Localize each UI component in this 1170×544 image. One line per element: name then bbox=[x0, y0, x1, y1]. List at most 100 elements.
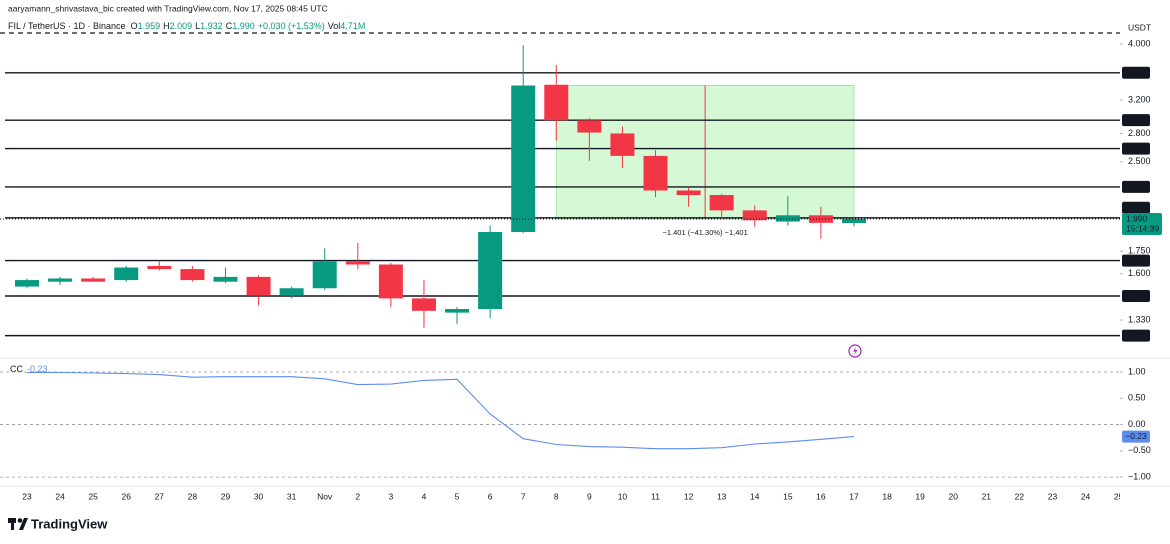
candle-body bbox=[114, 267, 139, 281]
level-label-bg bbox=[1122, 329, 1150, 342]
indicator-y-tick-label: 0.00 bbox=[1128, 419, 1146, 429]
indicator-line bbox=[27, 371, 855, 450]
x-tick-label: 9 bbox=[587, 491, 592, 501]
x-tick-label: 16 bbox=[816, 491, 826, 501]
level-label: 2.262 bbox=[1125, 181, 1147, 191]
x-tick-label: 25 bbox=[1114, 491, 1124, 501]
candle-body bbox=[345, 261, 370, 265]
candle-body bbox=[577, 120, 602, 133]
x-tick-label: 8 bbox=[554, 491, 559, 501]
candle-body bbox=[312, 261, 337, 289]
level-label-bg bbox=[1122, 289, 1150, 302]
x-tick-label: 29 bbox=[221, 491, 231, 501]
x-tick-label: 26 bbox=[122, 491, 132, 501]
indicator-y-tick-label: −1.00 bbox=[1128, 471, 1151, 481]
x-tick-label: 28 bbox=[188, 491, 198, 501]
ohlc-value: 1.959 bbox=[138, 21, 161, 31]
x-tick-label: 12 bbox=[684, 491, 694, 501]
candle-body bbox=[808, 215, 833, 223]
ohlc-key: O bbox=[131, 21, 138, 31]
date-axis: 23 24 25 26 27 28 29 30 31 Nov 2 3 4 5 6 7 8 9 10 11 12 13 14 1… bbox=[22, 491, 1124, 501]
symbol: FIL / TetherUS · 1D · Binance bbox=[8, 21, 126, 31]
candle-body bbox=[544, 84, 569, 121]
x-tick-label: 5 bbox=[455, 491, 460, 501]
current-price-bg bbox=[1122, 213, 1162, 236]
level-label-bg bbox=[1122, 254, 1150, 267]
indicator-legend-value: -0.23 bbox=[27, 364, 48, 374]
y-tick-label: 1.600 bbox=[1128, 268, 1151, 278]
x-tick-label: 4 bbox=[422, 491, 427, 501]
level-label: 2.952 bbox=[1125, 114, 1147, 124]
y-tick-label: 2.800 bbox=[1128, 128, 1151, 138]
x-tick-label: 20 bbox=[949, 491, 959, 501]
candle-body bbox=[147, 266, 172, 270]
change: +0.030 (+1.53%) bbox=[258, 21, 325, 31]
ohlc-key: H bbox=[163, 21, 170, 31]
volume: 4.71M bbox=[340, 21, 365, 31]
level-label: 1.464 bbox=[1125, 290, 1147, 300]
ohlc-key: C bbox=[226, 21, 233, 31]
candle-body bbox=[709, 195, 734, 211]
candle-body bbox=[246, 276, 271, 295]
x-tick-label: 6 bbox=[488, 491, 493, 501]
indicator-y-tick-label: 1.00 bbox=[1128, 366, 1146, 376]
x-tick-label: 24 bbox=[1081, 491, 1091, 501]
x-tick-label: 15 bbox=[783, 491, 793, 501]
alert-icon bbox=[848, 344, 862, 358]
x-tick-label: 31 bbox=[287, 491, 297, 501]
x-tick-label: 17 bbox=[849, 491, 859, 501]
ohlc-value: 1.990 bbox=[232, 21, 255, 31]
candle-body bbox=[445, 309, 470, 313]
candle-body bbox=[411, 298, 436, 311]
x-tick-label: 3 bbox=[389, 491, 394, 501]
indicator-name: CC bbox=[10, 364, 23, 374]
symbol-legend: FIL / TetherUS · 1D · Binance O1.959 H2.00… bbox=[8, 21, 365, 31]
x-tick-label: 24 bbox=[55, 491, 65, 501]
x-tick-label: 11 bbox=[651, 491, 660, 501]
candle-body bbox=[742, 210, 767, 221]
level-label: 1.250 bbox=[1125, 330, 1147, 340]
candle-body bbox=[643, 155, 668, 191]
candle-body bbox=[511, 85, 536, 232]
level-label: 2.000 bbox=[1125, 202, 1147, 212]
candle-body bbox=[279, 288, 304, 295]
range-label: −1.401 (−41.30%) −1,401 bbox=[662, 228, 747, 237]
candle-body bbox=[775, 215, 800, 222]
indicator-y-tick-label: 0.50 bbox=[1128, 393, 1146, 403]
candle-body bbox=[15, 280, 39, 287]
y-tick-label: 1.330 bbox=[1128, 314, 1151, 324]
x-tick-label: 14 bbox=[750, 491, 760, 501]
level-label: 1.686 bbox=[1125, 255, 1147, 265]
brand-logo bbox=[8, 518, 28, 530]
indicator-value-bg bbox=[1122, 430, 1150, 443]
candle-body bbox=[676, 190, 701, 196]
x-tick-label: 18 bbox=[882, 491, 892, 501]
x-tick-label: 23 bbox=[22, 491, 32, 501]
x-tick-label: 2 bbox=[355, 491, 360, 501]
countdown: 15:14:39 bbox=[1126, 223, 1159, 233]
x-tick-label: 21 bbox=[982, 491, 992, 501]
x-tick-label: 22 bbox=[1015, 491, 1025, 501]
candle-body bbox=[81, 278, 106, 282]
x-tick-label: 30 bbox=[254, 491, 264, 501]
indicator-value-label: −0.23 bbox=[1125, 431, 1147, 441]
candle-body bbox=[213, 276, 238, 282]
candle-body bbox=[378, 264, 403, 299]
candle-body bbox=[478, 231, 503, 310]
currency: USDT bbox=[1128, 22, 1151, 32]
current-price-label: 1.990 bbox=[1126, 213, 1148, 223]
ohlc-value: 2.009 bbox=[170, 21, 193, 31]
x-tick-label: 7 bbox=[521, 491, 526, 501]
candle-body bbox=[610, 133, 635, 156]
y-tick-label: 1.750 bbox=[1128, 246, 1151, 256]
indicator-y-tick-label: −0.50 bbox=[1128, 445, 1151, 455]
x-tick-label: Nov bbox=[317, 491, 333, 501]
x-tick-label: 25 bbox=[88, 491, 98, 501]
y-tick-label: 3.200 bbox=[1128, 94, 1151, 104]
level-label-bg bbox=[1122, 201, 1150, 214]
y-tick-label: 2.500 bbox=[1128, 156, 1151, 166]
candle-body bbox=[180, 269, 205, 281]
level-label: 3.566 bbox=[1125, 67, 1147, 77]
level-label-bg bbox=[1122, 66, 1150, 79]
